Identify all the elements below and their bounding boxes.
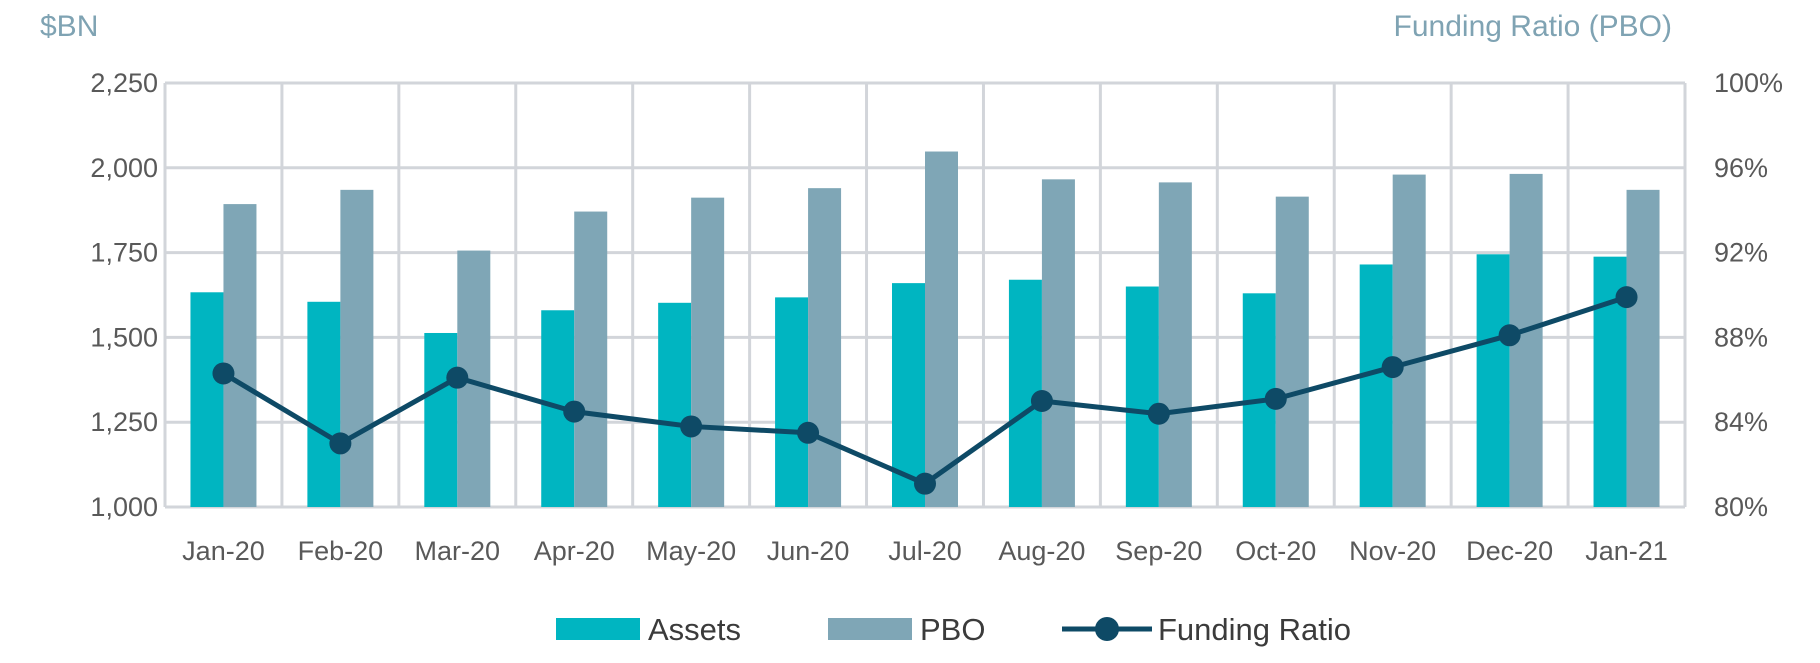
bar-pbo [691, 197, 725, 507]
legend-swatch-assets [556, 618, 640, 640]
bar-assets [424, 332, 458, 507]
funding-ratio-point [1264, 387, 1287, 410]
category-label: May-20 [646, 536, 736, 566]
left-tick-label: 2,000 [90, 153, 158, 183]
left-tick-label: 1,250 [90, 407, 158, 437]
left-tick-label: 1,750 [90, 238, 158, 268]
funding-ratio-point [680, 415, 703, 438]
category-label: Mar-20 [415, 536, 501, 566]
right-tick-label: 88% [1714, 322, 1768, 352]
funding-ratio-point [563, 400, 586, 423]
category-label: Jul-20 [888, 536, 962, 566]
funding-ratio-point [212, 362, 235, 385]
funding-ratio-point [1030, 390, 1053, 412]
funding-ratio-point [914, 472, 936, 495]
category-label: Apr-20 [534, 536, 615, 566]
category-label: Jun-20 [767, 536, 850, 566]
tick-labels: 1,000 80% 1,250 84% 1,500 88% 1,750 92% 2,000 96%… [90, 68, 1783, 566]
bar-assets [775, 297, 809, 507]
funding-ratio-point [1147, 402, 1170, 425]
right-tick-label: 100% [1714, 68, 1783, 98]
bar-pbo [808, 188, 842, 508]
bar-assets [190, 292, 224, 507]
left-tick-label: 1,000 [90, 492, 158, 522]
legend-swatch-pbo [828, 618, 912, 640]
bars [190, 151, 1660, 508]
bar-pbo [340, 189, 374, 507]
category-label: Aug-20 [998, 536, 1085, 566]
category-label: Jan-21 [1585, 536, 1668, 566]
bar-assets [1359, 264, 1393, 507]
right-tick-label: 96% [1714, 153, 1768, 183]
funding-ratio-point [797, 421, 820, 444]
bar-pbo [223, 204, 257, 507]
left-axis-title: $BN [40, 10, 98, 43]
category-label: Nov-20 [1349, 536, 1436, 566]
category-label: Dec-20 [1466, 536, 1553, 566]
funding-ratio-point [329, 432, 352, 455]
right-tick-label: 84% [1714, 407, 1768, 437]
category-label: Sep-20 [1115, 536, 1202, 566]
legend-marker-funding-ratio [1095, 617, 1119, 641]
bar-assets [307, 301, 341, 507]
funding-ratio-point [446, 366, 469, 389]
funding-ratio-line-group [212, 286, 1638, 495]
funding-ratio-point [1615, 286, 1638, 309]
right-tick-label: 92% [1714, 238, 1768, 268]
bar-pbo [574, 211, 608, 507]
funding-ratio-point [1498, 324, 1521, 347]
bar-pbo [1041, 179, 1075, 507]
legend-label-funding-ratio: Funding Ratio [1158, 612, 1351, 647]
left-tick-label: 2,250 [90, 68, 158, 98]
category-label: Oct-20 [1235, 536, 1316, 566]
bar-pbo [925, 151, 958, 507]
category-label: Jan-20 [182, 536, 265, 566]
right-tick-label: 80% [1714, 492, 1768, 522]
bar-pbo [1392, 174, 1426, 508]
funding-ratio-point [1381, 356, 1404, 379]
bar-pbo [1158, 182, 1192, 507]
bar-assets [1125, 286, 1159, 507]
right-axis-title: Funding Ratio (PBO) [1394, 10, 1672, 43]
bar-assets [1476, 254, 1510, 507]
bar-pbo [1275, 196, 1309, 507]
legend: Assets PBO Funding Ratio [556, 612, 1351, 647]
category-label: Feb-20 [298, 536, 384, 566]
legend-label-pbo: PBO [920, 612, 985, 647]
bar-pbo [1626, 189, 1660, 507]
legend-label-assets: Assets [648, 612, 741, 647]
bar-assets [658, 302, 692, 507]
left-tick-label: 1,500 [90, 322, 158, 352]
